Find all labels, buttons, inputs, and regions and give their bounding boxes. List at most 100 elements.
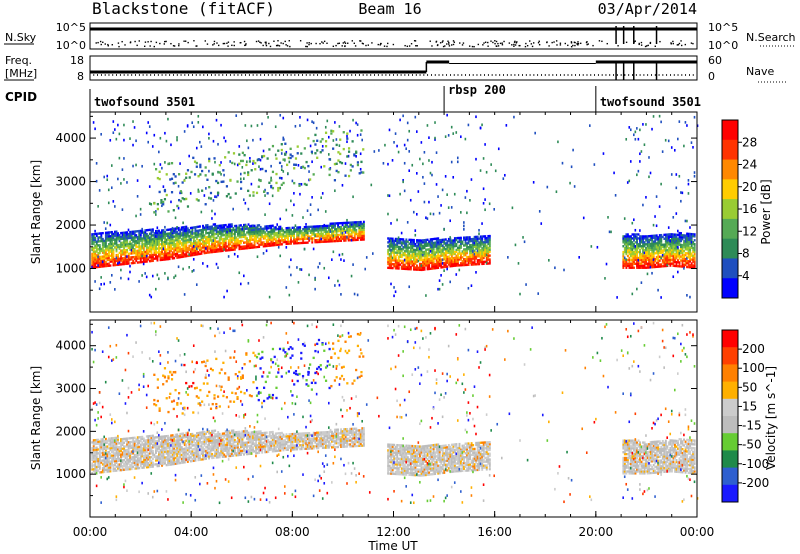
heatmap-cell	[340, 239, 343, 242]
heatmap-cell	[153, 234, 156, 237]
nsearch-dot	[559, 44, 562, 46]
heatmap-cell	[107, 262, 110, 265]
heatmap-cell	[358, 234, 361, 238]
heatmap-cell	[390, 243, 393, 246]
heatmap-cell	[450, 247, 453, 250]
scatter-echo	[678, 235, 681, 238]
scatter-echo	[455, 131, 458, 134]
heatmap-cell	[106, 264, 109, 268]
heatmap-cell	[467, 261, 470, 265]
heatmap-cell	[92, 264, 95, 267]
patch-echo	[282, 138, 285, 141]
heatmap-cell	[481, 235, 484, 238]
heatmap-cell	[159, 235, 162, 238]
heatmap-cell	[666, 241, 669, 244]
heatmap-cell	[107, 250, 110, 254]
heatmap-cell	[349, 235, 352, 238]
nsearch-dot	[164, 40, 166, 43]
scatter-echo	[171, 226, 174, 230]
heatmap-cell	[117, 253, 119, 257]
heatmap-cell	[138, 229, 141, 233]
scatter-echo	[669, 235, 672, 239]
scatter-echo	[203, 194, 206, 197]
heatmap-cell	[341, 233, 344, 236]
heatmap-cell	[431, 241, 434, 245]
nsearch-dot	[503, 40, 505, 43]
heatmap-cell	[634, 247, 637, 250]
heatmap-cell	[469, 247, 472, 251]
heatmap-cell	[390, 264, 393, 268]
heatmap-cell	[429, 242, 432, 245]
nsearch-dot	[519, 44, 521, 47]
heatmap-cell	[197, 250, 200, 254]
heatmap-cell	[220, 238, 223, 241]
nsearch-dot	[124, 44, 126, 46]
heatmap-cell	[411, 260, 414, 263]
heatmap-cell	[422, 262, 424, 266]
nsearch-dot	[286, 45, 289, 47]
heatmap-cell	[470, 253, 473, 256]
heatmap-cell	[664, 233, 667, 236]
heatmap-cell	[309, 237, 312, 240]
scatter-echo	[405, 147, 407, 151]
heatmap-cell	[649, 244, 652, 248]
heatmap-cell	[221, 232, 224, 235]
heatmap-cell	[129, 242, 132, 245]
heatmap-cell	[126, 262, 129, 265]
heatmap-cell	[402, 238, 405, 241]
heatmap-cell	[663, 253, 666, 256]
scatter-echo	[637, 137, 640, 141]
heatmap-cell	[293, 226, 296, 229]
heatmap-cell	[188, 229, 191, 232]
heatmap-cell	[447, 259, 450, 262]
heatmap-cell	[120, 257, 123, 260]
heatmap-cell	[689, 266, 692, 269]
heatmap-cell	[148, 232, 151, 235]
heatmap-cell	[642, 250, 645, 254]
heatmap-cell	[487, 250, 490, 253]
heatmap-cell	[393, 247, 396, 250]
heatmap-cell	[658, 237, 661, 241]
heatmap-cell	[666, 245, 669, 248]
heatmap-cell	[202, 228, 204, 232]
heatmap-cell	[141, 241, 144, 244]
nsearch-dot	[586, 41, 588, 43]
nsearch-dot	[494, 40, 496, 42]
nsearch-dot	[163, 43, 166, 45]
heatmap-cell	[435, 262, 438, 266]
heatmap-cell	[684, 246, 687, 249]
nsearch-dot	[308, 42, 310, 44]
heatmap-cell	[129, 258, 132, 261]
heatmap-cell	[255, 245, 258, 249]
heatmap-cell	[425, 260, 428, 263]
heatmap-cell	[669, 248, 672, 252]
nsearch-dot	[442, 40, 444, 42]
heatmap-cell	[463, 261, 465, 265]
heatmap-cell	[408, 246, 411, 249]
heatmap-cell	[195, 237, 198, 240]
nsearch-dot	[452, 40, 455, 42]
heatmap-cell	[123, 243, 126, 246]
patch-echo	[342, 131, 345, 134]
heatmap-cell	[107, 248, 110, 252]
heatmap-cell	[262, 245, 265, 248]
scatter-echo	[475, 157, 477, 161]
heatmap-cell	[239, 224, 242, 227]
heatmap-cell	[678, 243, 681, 246]
heatmap-cell	[422, 268, 424, 271]
heatmap-cell	[261, 231, 264, 234]
heatmap-cell	[200, 228, 203, 232]
heatmap-cell	[391, 251, 394, 254]
heatmap-cell	[350, 237, 353, 240]
heatmap-cell	[194, 239, 197, 243]
heatmap-cell	[652, 254, 655, 257]
heatmap-cell	[320, 230, 323, 234]
heatmap-cell	[271, 238, 274, 241]
scatter-echo	[217, 266, 219, 270]
patch-echo	[275, 172, 278, 176]
heatmap-cell	[678, 257, 681, 260]
heatmap-cell	[359, 234, 362, 237]
heatmap-cell	[176, 244, 179, 248]
heatmap-cell	[639, 252, 641, 256]
heatmap-cell	[642, 266, 645, 269]
